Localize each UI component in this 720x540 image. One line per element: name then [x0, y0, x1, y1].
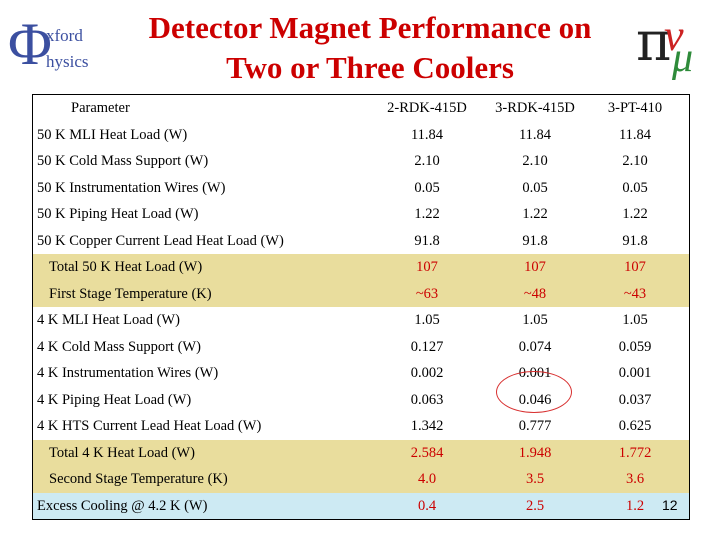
slide-title-line2: Two or Three Coolers: [226, 50, 514, 85]
logo-mu-glyph: μ: [672, 35, 694, 81]
logo-text-physics: hysics: [46, 52, 89, 71]
row-value: 1.948: [518, 444, 552, 461]
table-row: 50 K Copper Current Lead Heat Load (W) 9…: [33, 228, 689, 255]
row-label: Total 50 K Heat Load (W): [49, 259, 203, 275]
row-value: 2.5: [525, 497, 545, 514]
table-row: 4 K Instrumentation Wires (W) 0.002 0.00…: [33, 360, 689, 387]
row-label: First Stage Temperature (K): [49, 285, 212, 302]
oxford-physics-logo: Φ xford hysics: [8, 14, 118, 78]
row-value: 1.772: [618, 444, 652, 461]
logo-nu-glyph: ν: [664, 11, 684, 60]
row-value: 91.8: [414, 232, 440, 249]
row-value: 107: [624, 259, 646, 275]
table-row: 4 K HTS Current Lead Heat Load (W) 1.342…: [33, 413, 689, 440]
row-value: 0.001: [618, 365, 652, 381]
table-row-total-50k: Total 50 K Heat Load (W) 107 107 107: [33, 254, 689, 281]
table-row: 50 K Instrumentation Wires (W) 0.05 0.05…: [33, 175, 689, 202]
row-value: 0.127: [410, 338, 444, 355]
header-col-2: 3-RDK-415D: [495, 100, 575, 116]
pi-nu-mu-logo: π ν μ: [628, 10, 704, 82]
row-value: 0.002: [410, 365, 444, 381]
row-label: 50 K Copper Current Lead Heat Load (W): [37, 232, 284, 249]
row-value: 0.625: [618, 418, 652, 434]
row-label: 4 K Instrumentation Wires (W): [37, 365, 219, 381]
row-value: 2.584: [410, 444, 444, 461]
row-value: 0.4: [417, 497, 437, 514]
row-label: 50 K MLI Heat Load (W): [37, 126, 188, 143]
table-header-row: Parameter 2-RDK-415D 3-RDK-415D 3-PT-410: [33, 95, 689, 122]
row-value: 1.22: [622, 206, 648, 222]
table-row: 4 K MLI Heat Load (W) 1.05 1.05 1.05: [33, 307, 689, 334]
table-row: 50 K Piping Heat Load (W) 1.22 1.22 1.22: [33, 201, 689, 228]
table-row-excess-cooling: Excess Cooling @ 4.2 K (W) 0.4 2.5 1.2: [33, 492, 689, 519]
table-row-first-stage-temp: First Stage Temperature (K) ~63 ~48 ~43: [33, 280, 689, 307]
row-value: 0.05: [522, 179, 548, 196]
table-row: 4 K Cold Mass Support (W) 0.127 0.074 0.…: [33, 334, 689, 361]
phi-logo-symbol: Φ: [8, 11, 52, 77]
row-value: ~48: [523, 285, 547, 302]
row-label: 50 K Piping Heat Load (W): [37, 206, 199, 222]
row-label: 50 K Cold Mass Support (W): [37, 153, 209, 169]
row-value: 91.8: [522, 232, 548, 249]
row-value: ~63: [415, 285, 439, 302]
slide-title-line1: Detector Magnet Performance on: [148, 10, 592, 45]
performance-table: Parameter 2-RDK-415D 3-RDK-415D 3-PT-410…: [32, 94, 690, 520]
row-value: 1.05: [414, 312, 440, 328]
table-row: 50 K Cold Mass Support (W) 2.10 2.10 2.1…: [33, 148, 689, 175]
row-label: 4 K MLI Heat Load (W): [37, 312, 180, 328]
table-row: 50 K MLI Heat Load (W) 11.84 11.84 11.84: [33, 122, 689, 149]
row-value: 0.037: [618, 391, 652, 408]
row-value: 107: [416, 259, 438, 275]
row-value: 0.05: [622, 179, 648, 196]
slide-number: 12: [662, 497, 678, 513]
row-value: 11.84: [518, 126, 552, 143]
header-col-3: 3-PT-410: [607, 100, 663, 116]
row-value: 1.342: [410, 418, 444, 434]
table-row: 4 K Piping Heat Load (W) 0.063 0.046 0.0…: [33, 387, 689, 414]
row-value: 11.84: [618, 126, 652, 143]
row-label: Total 4 K Heat Load (W): [49, 444, 195, 461]
row-value: 1.22: [414, 206, 440, 222]
row-value: 91.8: [622, 232, 648, 249]
row-value: 3.6: [625, 471, 645, 487]
header-parameter: Parameter: [71, 100, 130, 116]
row-value: 0.777: [518, 418, 552, 434]
row-value: 0.059: [618, 338, 652, 355]
row-value: 1.2: [625, 497, 645, 514]
row-value: 1.05: [522, 312, 548, 328]
row-value: 2.10: [622, 153, 648, 169]
row-label: 4 K Cold Mass Support (W): [37, 338, 201, 355]
row-value: 1.22: [522, 206, 548, 222]
row-value: 1.05: [622, 312, 648, 328]
row-value: 11.84: [410, 126, 444, 143]
row-value: 107: [524, 259, 546, 275]
table-row-second-stage-temp: Second Stage Temperature (K) 4.0 3.5 3.6: [33, 466, 689, 493]
row-value: 2.10: [522, 153, 548, 169]
row-label: Second Stage Temperature (K): [49, 471, 228, 487]
row-value: 0.063: [410, 391, 444, 408]
row-value: 0.05: [414, 179, 440, 196]
row-value: ~43: [623, 285, 647, 302]
row-value: 4.0: [417, 471, 437, 487]
row-value: 2.10: [414, 153, 440, 169]
row-label: 4 K Piping Heat Load (W): [37, 391, 192, 408]
row-value: 0.074: [518, 338, 552, 355]
row-label: Excess Cooling @ 4.2 K (W): [37, 497, 208, 514]
logo-text-oxford: xford: [46, 26, 83, 45]
highlight-ellipse: [496, 371, 572, 413]
table-row-total-4k: Total 4 K Heat Load (W) 2.584 1.948 1.77…: [33, 439, 689, 466]
slide-title: Detector Magnet Performance on Two or Th…: [120, 8, 620, 88]
row-value: 3.5: [525, 471, 545, 487]
row-label: 4 K HTS Current Lead Heat Load (W): [37, 418, 262, 434]
row-label: 50 K Instrumentation Wires (W): [37, 179, 226, 196]
header-col-1: 2-RDK-415D: [387, 100, 467, 116]
logo-pi-glyph: π: [636, 10, 672, 73]
